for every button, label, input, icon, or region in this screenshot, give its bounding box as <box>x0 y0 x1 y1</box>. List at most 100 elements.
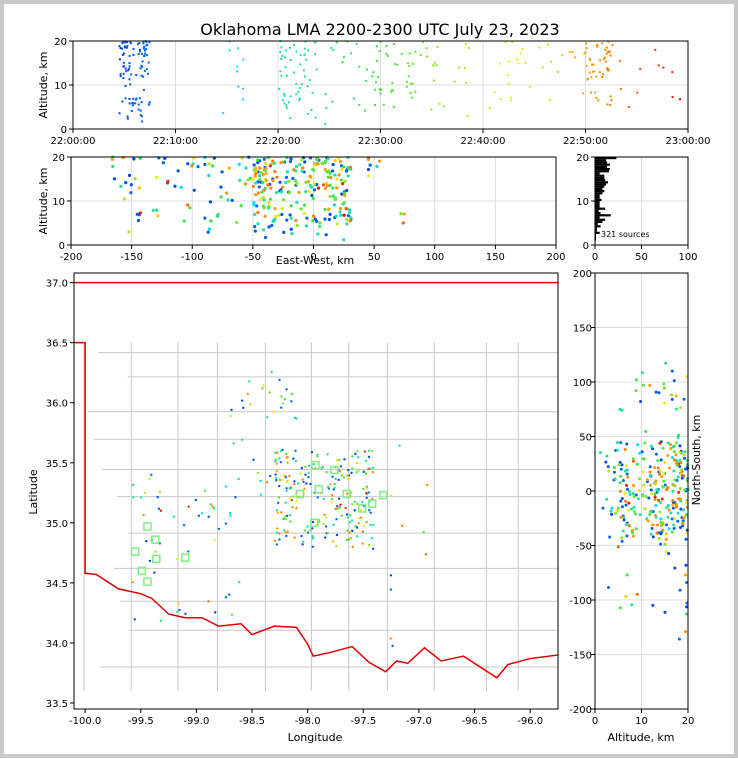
ns-height-point <box>621 479 625 483</box>
plan-view-point <box>259 493 263 497</box>
time-height-point <box>377 76 380 79</box>
plan-view-point <box>307 471 310 474</box>
ns-height-point <box>666 441 670 445</box>
ns-height-point <box>649 483 653 487</box>
plan-view-point <box>283 515 287 518</box>
time-height-point <box>464 81 467 84</box>
time-height-point <box>139 67 142 70</box>
time-height-point <box>519 52 522 55</box>
ns-height-point <box>649 509 653 513</box>
ew-height-point <box>342 201 347 205</box>
ns-height-point <box>654 452 658 456</box>
time-height-point <box>147 61 150 64</box>
ns-height-point <box>623 448 627 452</box>
plan-view-point <box>349 514 352 517</box>
ns-height-point <box>639 399 643 403</box>
ns-height-y-tick-label: 0 <box>586 487 592 498</box>
time-height-point <box>278 87 281 90</box>
histogram-bar <box>595 218 606 221</box>
plan-view-point <box>311 535 315 538</box>
plan-view-point <box>276 501 280 505</box>
ew-height-point <box>225 191 229 195</box>
ew-height-point <box>305 216 309 220</box>
time-height-point <box>122 52 125 55</box>
ns-height-point <box>674 394 678 398</box>
plan-view-point <box>306 525 309 528</box>
ew-height-point <box>348 208 352 212</box>
ns-height-point <box>679 507 683 511</box>
ew-height-point <box>288 213 292 217</box>
ew-height-x-tick-label: -200 <box>60 252 83 263</box>
ns-height-point <box>671 489 675 493</box>
station-marker <box>137 566 147 576</box>
plan-view-point <box>290 392 294 396</box>
ns-height-point <box>662 386 666 390</box>
ns-height-point <box>618 407 622 411</box>
time-height-point <box>603 56 606 59</box>
plan-view-point <box>284 517 287 521</box>
ew-height-point <box>311 196 315 200</box>
time-height-point <box>409 82 412 85</box>
plan-view-point <box>331 540 335 543</box>
ew-height-point <box>335 222 339 226</box>
time-height-point <box>636 91 639 94</box>
plan-view-point <box>131 581 134 584</box>
ew-height-x-tick-label: 50 <box>368 252 381 263</box>
plan-view-point <box>237 477 240 481</box>
time-height-point <box>279 51 282 54</box>
ew-height-point <box>163 156 167 161</box>
plan-view-point <box>356 449 359 453</box>
time-height-point <box>331 100 334 103</box>
plan-view-point <box>268 391 271 394</box>
ew-height-point <box>226 198 230 202</box>
time-height-point <box>541 66 544 69</box>
ew-height-point <box>253 229 257 233</box>
time-height-point <box>507 74 510 77</box>
ew-height-point <box>243 182 248 186</box>
ew-height-point <box>135 212 139 216</box>
station-marker <box>152 554 161 564</box>
histogram-bar <box>595 196 600 199</box>
ew-height-point <box>330 169 335 173</box>
time-height-point <box>122 40 125 43</box>
ns-height-point <box>684 630 688 634</box>
ns-height-point <box>656 489 660 493</box>
time-height-point <box>146 43 149 46</box>
time-height-point <box>128 102 131 105</box>
ew-height-point <box>262 206 266 210</box>
ns-height-point <box>661 522 665 526</box>
ns-height-point <box>606 465 610 469</box>
time-height-point <box>295 93 298 96</box>
ns-height-point <box>653 482 657 486</box>
plan-view-point <box>133 618 136 621</box>
plan-view-point <box>274 458 278 461</box>
ew-height-point <box>261 196 265 200</box>
ns-height-point <box>650 527 654 531</box>
plan-view-point <box>176 610 179 613</box>
plan-view-point <box>224 485 228 488</box>
time-height-point <box>141 120 144 123</box>
ns-height-point <box>631 457 635 461</box>
time-height-point <box>134 102 137 105</box>
time-height-point <box>242 58 245 61</box>
ew-height-point <box>132 157 136 161</box>
time-height-point <box>307 112 310 115</box>
plan-view-point <box>305 482 308 485</box>
histogram-bar <box>595 170 609 173</box>
ns-height-point <box>682 453 686 457</box>
ew-height-point <box>277 213 281 217</box>
plan-view-point <box>363 450 367 453</box>
ns-height-point <box>685 612 689 616</box>
time-height-point <box>128 65 131 68</box>
time-height-point <box>592 70 595 73</box>
ns-height-point <box>666 454 670 458</box>
plan-view-point <box>331 475 334 478</box>
ew-height-point <box>312 188 317 192</box>
plan-view-point <box>232 442 235 445</box>
ns-height-point <box>659 458 663 462</box>
time-height-point <box>380 88 383 91</box>
time-height-point <box>591 63 594 66</box>
ew-height-point <box>267 205 271 209</box>
ew-height-point <box>304 180 308 184</box>
ew-height-point <box>312 182 316 186</box>
